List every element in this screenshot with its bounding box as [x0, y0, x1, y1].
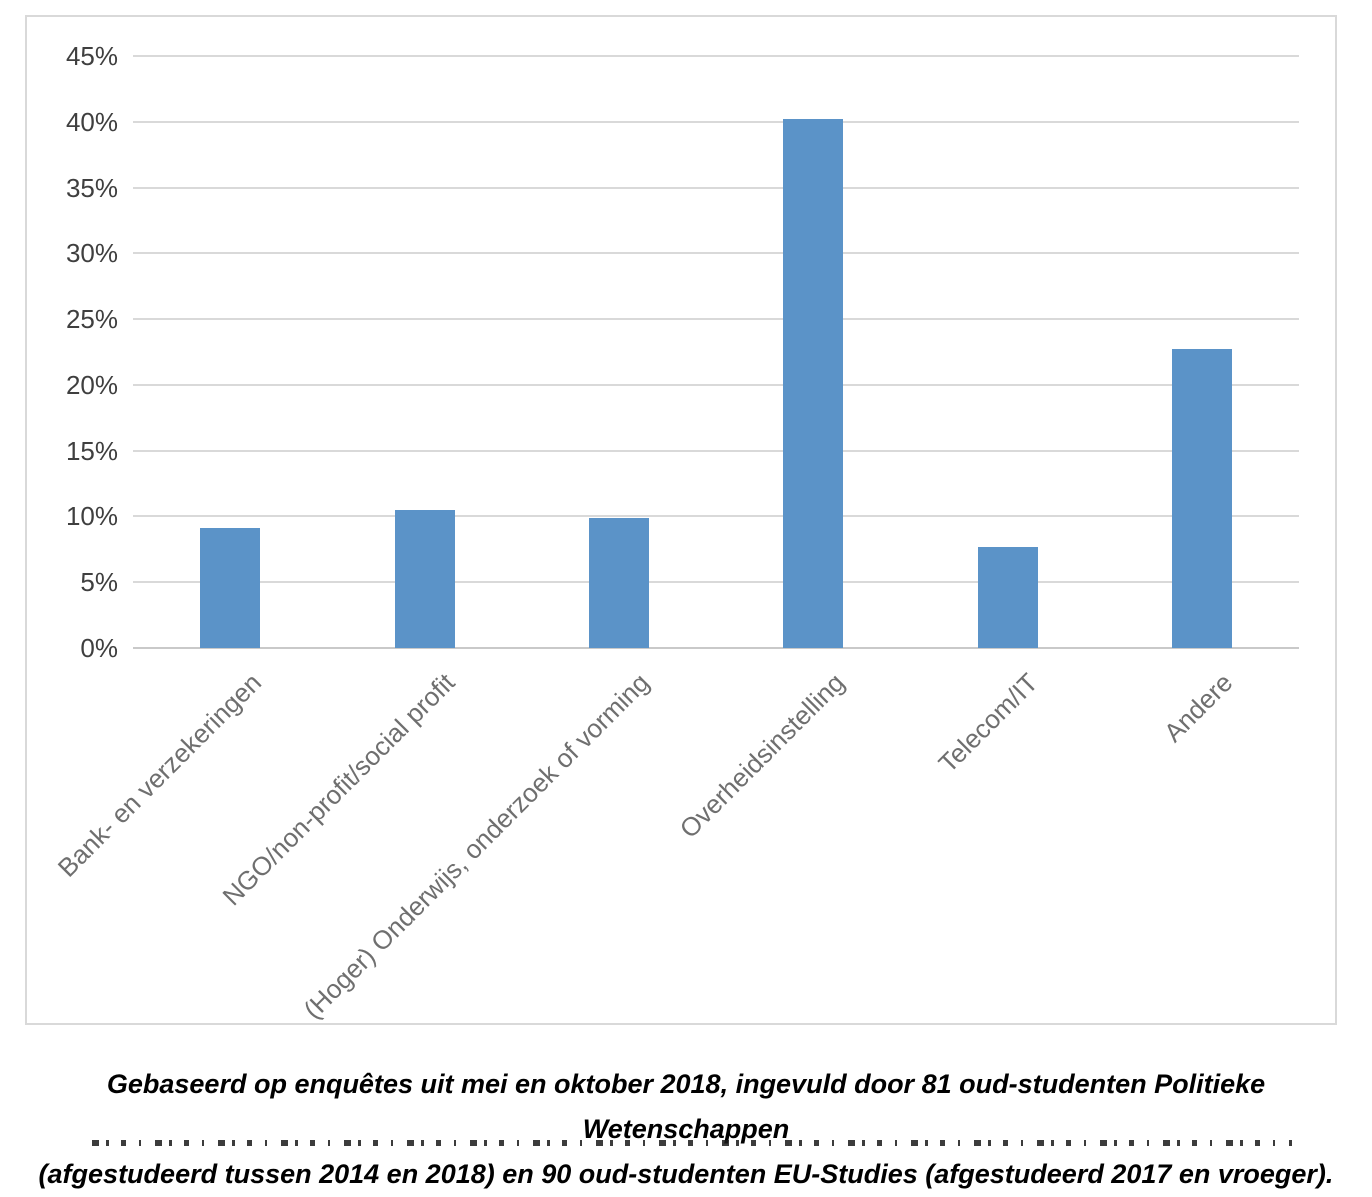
y-tick-label: 15%	[65, 435, 118, 466]
gridline	[133, 449, 1299, 452]
chart-frame	[25, 15, 1337, 1025]
bar-5	[977, 546, 1038, 648]
y-tick-label: 0%	[80, 633, 118, 663]
chart-caption: Gebaseerd op enquêtes uit mei en oktober…	[0, 1062, 1372, 1197]
y-tick-label: 35%	[65, 172, 118, 203]
bar-6	[1171, 349, 1232, 648]
y-tick-label: 40%	[65, 106, 118, 137]
gridline	[133, 581, 1299, 584]
gridline	[133, 318, 1299, 321]
y-tick-label: 10%	[65, 501, 118, 532]
caption-line-2: (afgestudeerd tussen 2014 en 2018) en 90…	[38, 1159, 1334, 1189]
clipped-text-row	[92, 1140, 1292, 1146]
bar-4	[783, 119, 844, 648]
bar-1	[200, 528, 261, 648]
gridline	[133, 515, 1299, 518]
gridline	[133, 55, 1299, 58]
bar-3	[588, 517, 649, 648]
caption-line-1: Gebaseerd op enquêtes uit mei en oktober…	[106, 1069, 1266, 1144]
gridline	[133, 252, 1299, 255]
y-tick-label: 30%	[65, 238, 118, 269]
bar-2	[394, 509, 455, 648]
x-axis-line	[133, 647, 1299, 649]
gridline	[133, 120, 1299, 123]
gridline	[133, 383, 1299, 386]
y-tick-label: 25%	[65, 304, 118, 335]
gridline	[133, 186, 1299, 189]
y-tick-label: 45%	[65, 41, 118, 72]
page: 0% 5% 10% 15% 20% 25% 30% 35% 40% 45% Bank- en ver…	[25, 15, 1337, 1189]
y-tick-label: 5%	[80, 567, 118, 598]
y-tick-label: 20%	[65, 369, 118, 400]
